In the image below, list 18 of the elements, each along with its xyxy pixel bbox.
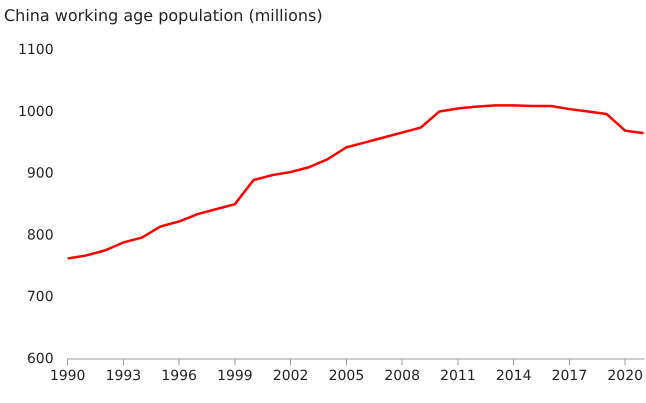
y-tick-label: 700 bbox=[26, 289, 54, 306]
y-tick-label: 1000 bbox=[18, 104, 54, 120]
chart-title: China working age population (millions) bbox=[4, 6, 323, 25]
x-tick-label: 2020 bbox=[607, 368, 644, 384]
x-tick-label: 2008 bbox=[384, 368, 420, 384]
x-tick-label: 1993 bbox=[106, 368, 142, 384]
x-tick-label: 1990 bbox=[50, 368, 86, 384]
x-tick-label: 1996 bbox=[161, 368, 198, 384]
x-tick-label: 2011 bbox=[440, 368, 476, 384]
x-tick-label: 2002 bbox=[272, 368, 308, 384]
x-tick-label: 2017 bbox=[552, 368, 588, 384]
y-tick-label: 600 bbox=[26, 350, 54, 367]
y-tick-label: 900 bbox=[26, 166, 54, 182]
y-tick-label: 1100 bbox=[18, 42, 54, 58]
x-tick-label: 2005 bbox=[328, 368, 364, 384]
x-tick-label: 1999 bbox=[217, 368, 253, 384]
x-tick-label: 2014 bbox=[496, 368, 532, 384]
y-tick-label: 800 bbox=[26, 227, 54, 244]
